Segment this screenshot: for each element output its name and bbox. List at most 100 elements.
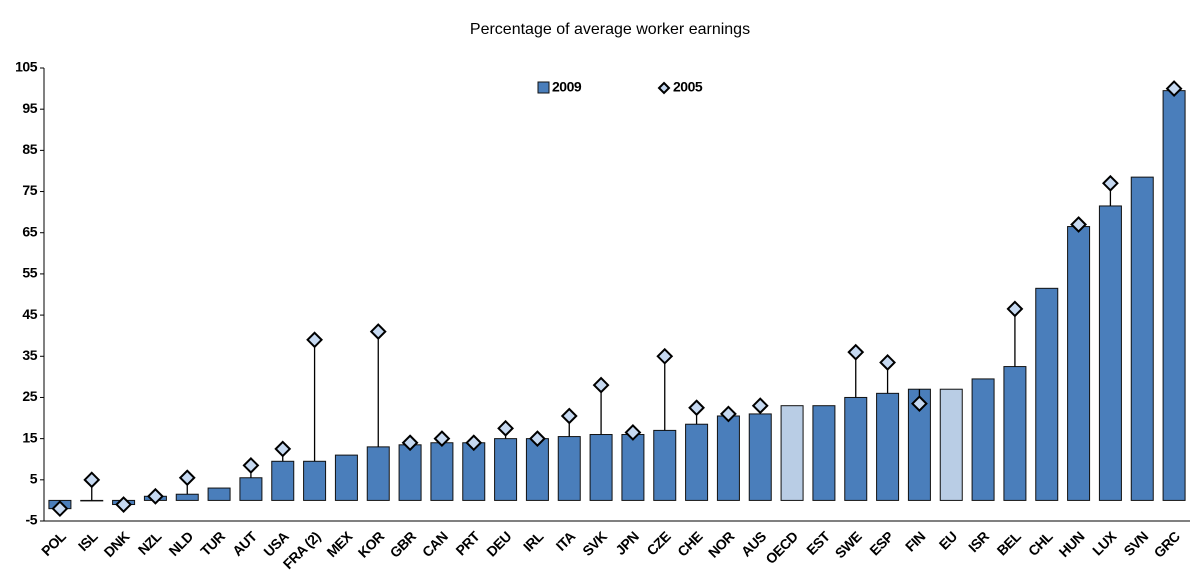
bar xyxy=(780,405,804,501)
x-tick-label: CAN xyxy=(419,528,451,560)
bar xyxy=(303,460,327,501)
bar xyxy=(80,499,104,502)
x-tick-label: PRT xyxy=(452,528,483,559)
bar xyxy=(239,477,263,501)
diamond-marker xyxy=(433,430,451,448)
bar xyxy=(621,434,645,501)
x-tick-label: DNK xyxy=(101,528,133,560)
x-tick-label: CHL xyxy=(1025,528,1056,559)
y-tick-label: 55 xyxy=(22,265,37,281)
y-tick-label: 65 xyxy=(22,223,37,239)
x-tick-label: NLD xyxy=(165,528,196,559)
x-tick-label: IRL xyxy=(520,528,547,555)
bar xyxy=(716,415,740,501)
bar xyxy=(1130,176,1154,501)
x-tick-label: ISR xyxy=(965,528,992,555)
y-tick-label: 75 xyxy=(22,182,37,198)
diamond-marker xyxy=(147,487,164,505)
diamond-marker xyxy=(847,343,865,361)
bar xyxy=(685,423,709,501)
x-tick-label: BEL xyxy=(994,528,1025,559)
diamond-marker xyxy=(592,376,610,394)
y-tick-label: 5 xyxy=(30,471,38,487)
diamond-marker xyxy=(529,430,546,448)
bar xyxy=(1003,366,1027,501)
diamond-marker xyxy=(879,354,896,371)
bar xyxy=(971,378,995,501)
x-tick-label: DEU xyxy=(483,528,514,559)
diamond-marker xyxy=(306,331,323,349)
bar xyxy=(271,460,295,501)
y-tick-label: 25 xyxy=(22,388,37,404)
bar xyxy=(398,444,422,501)
x-tick-label: HUN xyxy=(1056,528,1088,560)
x-tick-label: CZE xyxy=(643,528,673,558)
legend-label: 2005 xyxy=(673,79,703,95)
x-tick-label: NOR xyxy=(705,528,738,561)
x-tick-label: SVK xyxy=(579,528,610,559)
diamond-marker xyxy=(51,500,69,518)
y-tick-label: 15 xyxy=(22,429,37,445)
diamond-marker xyxy=(688,399,705,417)
diamond-marker xyxy=(656,347,674,365)
diamond-marker xyxy=(178,469,196,487)
bar xyxy=(1098,205,1122,501)
x-tick-label: ITA xyxy=(553,528,579,554)
bar xyxy=(525,438,549,501)
x-tick-label: ISL xyxy=(75,528,101,554)
bar xyxy=(653,429,677,501)
bar xyxy=(175,493,199,501)
diamond-marker xyxy=(274,440,292,458)
x-tick-label: TUR xyxy=(197,528,228,559)
x-tick-label: NZL xyxy=(135,528,165,558)
bar xyxy=(1035,287,1059,501)
x-tick-label: AUT xyxy=(229,528,260,559)
legend-label: 2009 xyxy=(552,79,582,95)
x-tick-label: JPN xyxy=(612,528,642,558)
bar xyxy=(557,436,581,501)
bar xyxy=(1162,90,1186,501)
x-tick-label: CHE xyxy=(674,528,705,559)
x-tick-label: KOR xyxy=(355,528,388,561)
bar xyxy=(844,396,868,501)
diamond-marker xyxy=(115,496,132,513)
x-tick-label: SWE xyxy=(832,528,865,561)
y-tick-label: 95 xyxy=(22,100,37,116)
bar xyxy=(494,438,518,501)
diamond-marker xyxy=(497,419,514,437)
diamond-marker xyxy=(1006,300,1024,318)
chart-title: Percentage of average worker earnings xyxy=(470,21,750,38)
legend-swatch xyxy=(657,81,671,95)
diamond-marker xyxy=(369,323,387,340)
diamond-marker xyxy=(1070,216,1087,233)
legend-swatch xyxy=(537,81,550,94)
bar xyxy=(876,392,900,501)
x-tick-label: MEX xyxy=(323,528,356,561)
bar xyxy=(334,454,358,501)
diamond-marker xyxy=(911,395,928,413)
diamond-marker xyxy=(242,456,260,474)
bar xyxy=(939,388,963,501)
x-tick-label: GBR xyxy=(387,528,420,561)
bar xyxy=(589,434,613,501)
y-tick-label: 35 xyxy=(22,347,37,363)
x-tick-label: POL xyxy=(38,528,69,559)
bar xyxy=(748,413,772,501)
x-tick-label: OECD xyxy=(762,528,801,567)
diamond-marker xyxy=(465,434,483,452)
diamond-marker xyxy=(720,405,737,423)
x-tick-label: ESP xyxy=(866,528,896,558)
bar xyxy=(207,487,231,501)
diamond-marker xyxy=(751,397,769,415)
bar xyxy=(462,442,486,501)
y-tick-label: -5 xyxy=(26,512,38,528)
x-tick-label: LUX xyxy=(1089,528,1120,559)
diamond-marker xyxy=(401,434,419,452)
x-tick-label: FIN xyxy=(902,528,928,554)
diamond-marker xyxy=(1165,80,1183,98)
diamond-marker xyxy=(83,471,101,489)
bar xyxy=(812,405,836,501)
y-tick-label: 45 xyxy=(22,306,37,322)
diamond-marker xyxy=(1102,174,1119,192)
